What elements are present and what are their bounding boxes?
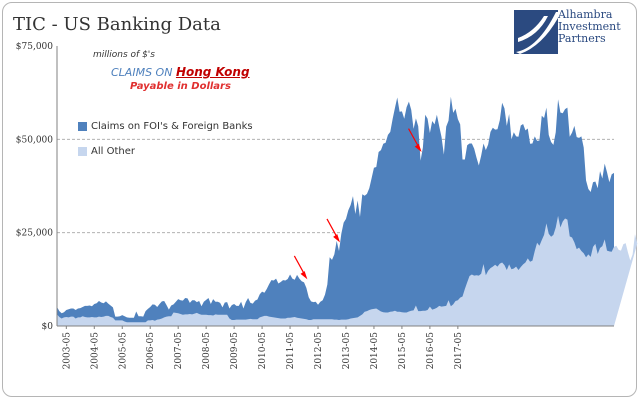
- y-tick-label-3: $75,000: [16, 42, 53, 52]
- legend-item-other: All Other: [78, 146, 135, 157]
- page-title: TIC - US Banking Data: [13, 14, 221, 35]
- plot-area: [57, 96, 638, 327]
- claims-on-heading: CLAIMS ON Hong Kong: [111, 65, 250, 79]
- claims-on-label: CLAIMS ON: [111, 66, 176, 79]
- x-tick-label-8: 2011-05: [286, 332, 296, 370]
- country-label: Hong Kong: [175, 65, 250, 79]
- x-tick-label-7: 2010-05: [258, 332, 268, 370]
- x-tick-label-12: 2015-05: [398, 332, 408, 370]
- y-axis: $0 $25,000 $50,000 $75,000: [16, 42, 58, 332]
- x-tick-label-4: 2007-05: [174, 332, 184, 370]
- legend-swatch-other: [78, 147, 87, 156]
- y-tick-label-2: $50,000: [16, 135, 53, 145]
- logo-swoosh-inner: [518, 16, 548, 42]
- y-tick-label-1: $25,000: [16, 229, 53, 239]
- legend-item-foi: Claims on FOI's & Foreign Banks: [78, 121, 253, 132]
- x-tick-label-1: 2004-05: [90, 332, 100, 370]
- logo-line-1: Alhambra: [558, 8, 613, 21]
- logo-line-3: Partners: [558, 32, 606, 45]
- x-tick-label-10: 2013-05: [342, 332, 352, 370]
- y-tick-label-0: $0: [42, 322, 54, 332]
- x-tick-label-6: 2009-05: [230, 332, 240, 370]
- x-tick-label-13: 2016-05: [426, 332, 436, 370]
- x-tick-label-9: 2012-05: [314, 332, 324, 370]
- legend-label-other: All Other: [91, 146, 135, 157]
- logo-text: Alhambra Investment Partners: [558, 9, 621, 45]
- x-tick-label-2: 2005-05: [118, 332, 128, 370]
- series-other-area: [57, 215, 638, 326]
- x-tick-label-5: 2008-05: [202, 332, 212, 370]
- logo-mark: [514, 10, 558, 54]
- x-tick-label-11: 2014-05: [370, 332, 380, 370]
- units-note: millions of $'s: [93, 50, 155, 60]
- legend-label-foi: Claims on FOI's & Foreign Banks: [91, 121, 253, 132]
- series-foi-area: [57, 96, 614, 327]
- payable-note: Payable in Dollars: [130, 81, 231, 92]
- x-tick-label-3: 2006-05: [146, 332, 156, 370]
- annotation-arrows: [293, 128, 422, 280]
- annotation-arrow-1: [326, 218, 341, 243]
- annotation-arrow-2: [408, 128, 422, 153]
- annotation-arrow-0: [293, 255, 308, 280]
- logo-line-2: Investment: [558, 20, 621, 33]
- x-tick-label-14: 2017-05: [454, 332, 464, 370]
- chart-frame: [2, 2, 637, 397]
- legend-swatch-foi: [78, 122, 87, 131]
- x-tick-label-0: 2003-05: [62, 332, 72, 370]
- x-axis: 2003-05 2004-05 2005-05 2006-05 2007-05 2008-…: [57, 325, 614, 370]
